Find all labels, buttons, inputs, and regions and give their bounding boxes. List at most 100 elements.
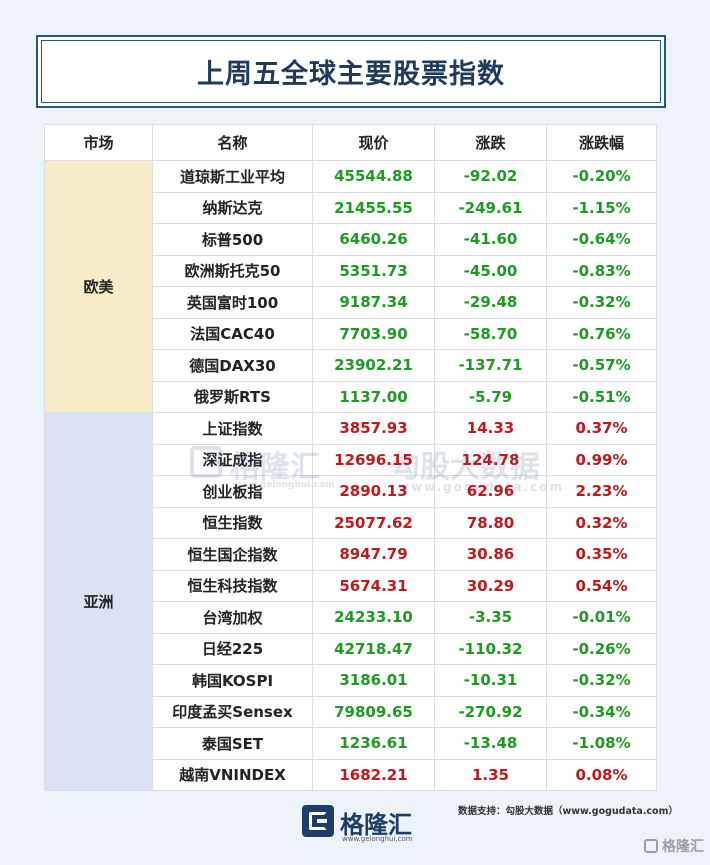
price-cell: 7703.90 bbox=[312, 317, 435, 350]
header-change: 涨跌 bbox=[434, 124, 547, 161]
header-name: 名称 bbox=[152, 124, 313, 161]
change-cell: -249.61 bbox=[434, 191, 547, 224]
price-cell: 1236.61 bbox=[312, 727, 435, 760]
change-cell: 14.33 bbox=[434, 412, 547, 445]
corner-watermark-text: 格隆汇 bbox=[662, 839, 704, 855]
index-name-cell: 印度孟买Sensex bbox=[152, 695, 313, 728]
table-row: 英国富时100 9187.34 -29.48 -0.32% bbox=[45, 286, 657, 319]
corner-watermark: 格隆汇 bbox=[644, 836, 704, 856]
change-pct-cell: 0.54% bbox=[546, 569, 657, 602]
change-pct-cell: -0.51% bbox=[546, 380, 657, 413]
price-cell: 5351.73 bbox=[312, 254, 435, 287]
change-cell: -58.70 bbox=[434, 317, 547, 350]
table-row: 亚洲 上证指数 3857.93 14.33 0.37% bbox=[44, 412, 657, 791]
change-cell: -29.48 bbox=[434, 286, 547, 319]
price-cell: 3857.93 bbox=[312, 412, 435, 445]
price-cell: 42718.47 bbox=[312, 632, 435, 665]
change-pct-cell: -0.32% bbox=[546, 664, 657, 697]
change-cell: -110.32 bbox=[434, 632, 547, 665]
table-row: 标普500 6460.26 -41.60 -0.64% bbox=[45, 223, 657, 256]
change-cell: -10.31 bbox=[434, 664, 547, 697]
change-pct-cell: -0.64% bbox=[546, 223, 657, 256]
index-name-cell: 上证指数 bbox=[152, 412, 313, 445]
index-name-cell: 道琼斯工业平均 bbox=[152, 160, 313, 193]
change-cell: -92.02 bbox=[434, 160, 547, 193]
index-name-cell: 恒生科技指数 bbox=[152, 569, 313, 602]
price-cell: 8947.79 bbox=[312, 538, 435, 571]
table-row: 纳斯达克 21455.55 -249.61 -1.15% bbox=[45, 191, 657, 224]
table-row: 恒生国企指数 8947.79 30.86 0.35% bbox=[45, 538, 657, 571]
change-pct-cell: -0.83% bbox=[546, 254, 657, 287]
price-cell: 5674.31 bbox=[312, 569, 435, 602]
change-cell: -41.60 bbox=[434, 223, 547, 256]
price-cell: 2890.13 bbox=[312, 475, 435, 508]
table-row: 深证成指 12696.15 124.78 0.99% bbox=[45, 443, 657, 476]
change-cell: 78.80 bbox=[434, 506, 547, 539]
change-cell: -5.79 bbox=[434, 380, 547, 413]
title-box: 上周五全球主要股票指数 bbox=[36, 35, 666, 108]
table-row: 韩国KOSPI 3186.01 -10.31 -0.32% bbox=[45, 664, 657, 697]
price-cell: 21455.55 bbox=[312, 191, 435, 224]
change-pct-cell: -0.20% bbox=[546, 160, 657, 193]
table-row: 法国CAC40 7703.90 -58.70 -0.76% bbox=[45, 317, 657, 350]
index-name-cell: 越南VNINDEX bbox=[152, 758, 313, 791]
index-name-cell: 法国CAC40 bbox=[152, 317, 313, 350]
price-cell: 6460.26 bbox=[312, 223, 435, 256]
change-cell: -13.48 bbox=[434, 727, 547, 760]
region-cell: 欧美 bbox=[44, 160, 153, 413]
region-cell: 亚洲 bbox=[44, 412, 153, 791]
footer-logo-cn: 格隆汇 bbox=[340, 811, 412, 839]
change-pct-cell: 0.08% bbox=[546, 758, 657, 791]
index-name-cell: 英国富时100 bbox=[152, 286, 313, 319]
index-name-cell: 欧洲斯托克50 bbox=[152, 254, 313, 287]
index-name-cell: 纳斯达克 bbox=[152, 191, 313, 224]
change-pct-cell: 0.99% bbox=[546, 443, 657, 476]
change-pct-cell: -0.26% bbox=[546, 632, 657, 665]
title-inner-frame: 上周五全球主要股票指数 bbox=[41, 40, 661, 103]
index-name-cell: 俄罗斯RTS bbox=[152, 380, 313, 413]
table-header-row: 市场 名称 现价 涨跌 涨跌幅 bbox=[44, 124, 657, 161]
price-cell: 9187.34 bbox=[312, 286, 435, 319]
change-pct-cell: -0.34% bbox=[546, 695, 657, 728]
price-cell: 45544.88 bbox=[312, 160, 435, 193]
index-name-cell: 泰国SET bbox=[152, 727, 313, 760]
header-change-pct: 涨跌幅 bbox=[546, 124, 657, 161]
table-row: 印度孟买Sensex 79809.65 -270.92 -0.34% bbox=[45, 695, 657, 728]
change-cell: -3.35 bbox=[434, 601, 547, 634]
change-cell: 62.96 bbox=[434, 475, 547, 508]
price-cell: 12696.15 bbox=[312, 443, 435, 476]
change-cell: -45.00 bbox=[434, 254, 547, 287]
change-pct-cell: 2.23% bbox=[546, 475, 657, 508]
change-cell: -270.92 bbox=[434, 695, 547, 728]
change-pct-cell: -0.76% bbox=[546, 317, 657, 350]
price-cell: 79809.65 bbox=[312, 695, 435, 728]
page-title: 上周五全球主要股票指数 bbox=[197, 59, 505, 90]
change-pct-cell: 0.32% bbox=[546, 506, 657, 539]
corner-watermark-icon bbox=[644, 839, 658, 853]
change-cell: 124.78 bbox=[434, 443, 547, 476]
change-pct-cell: 0.37% bbox=[546, 412, 657, 445]
index-name-cell: 创业板指 bbox=[152, 475, 313, 508]
table-row: 日经225 42718.47 -110.32 -0.26% bbox=[45, 632, 657, 665]
table-row: 越南VNINDEX 1682.21 1.35 0.08% bbox=[45, 758, 657, 791]
table-row: 德国DAX30 23902.21 -137.71 -0.57% bbox=[45, 349, 657, 382]
price-cell: 23902.21 bbox=[312, 349, 435, 382]
index-name-cell: 德国DAX30 bbox=[152, 349, 313, 382]
change-pct-cell: -0.01% bbox=[546, 601, 657, 634]
change-cell: 30.29 bbox=[434, 569, 547, 602]
index-name-cell: 标普500 bbox=[152, 223, 313, 256]
index-name-cell: 恒生国企指数 bbox=[152, 538, 313, 571]
footer-logo-url: www.gelonghui.com bbox=[342, 835, 413, 843]
gelonghui-logo-icon bbox=[302, 805, 334, 837]
price-cell: 1137.00 bbox=[312, 380, 435, 413]
change-pct-cell: -0.32% bbox=[546, 286, 657, 319]
table-row: 欧美 道琼斯工业平均 45544.88 -92.02 -0.20% bbox=[44, 160, 657, 413]
index-name-cell: 韩国KOSPI bbox=[152, 664, 313, 697]
change-pct-cell: -0.57% bbox=[546, 349, 657, 382]
change-cell: 30.86 bbox=[434, 538, 547, 571]
change-pct-cell: -1.08% bbox=[546, 727, 657, 760]
header-price: 现价 bbox=[312, 124, 435, 161]
price-cell: 1682.21 bbox=[312, 758, 435, 791]
data-source-note: 数据支持：勾股大数据（www.gogudata.com） bbox=[457, 806, 678, 817]
price-cell: 24233.10 bbox=[312, 601, 435, 634]
